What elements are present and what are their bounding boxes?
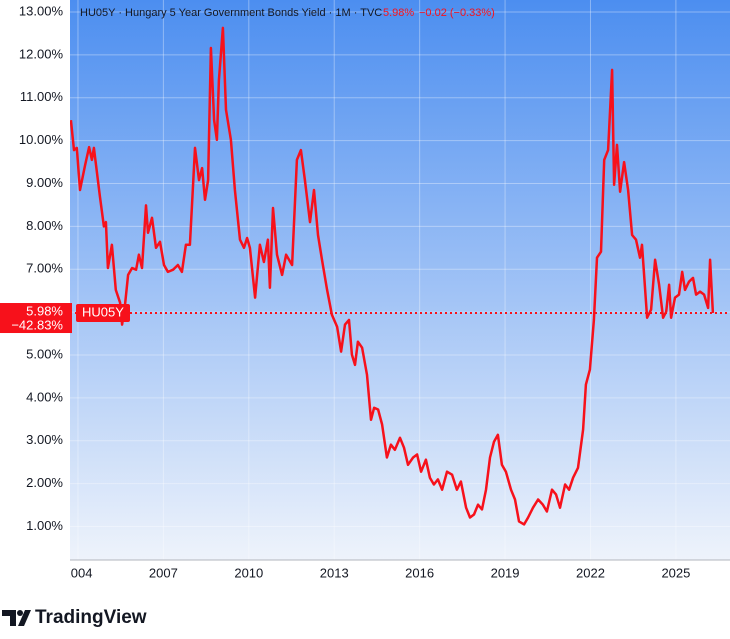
- chart-title: HU05Y · Hungary 5 Year Government Bonds …: [80, 7, 382, 19]
- header-price: 5.98%: [383, 7, 414, 19]
- y-tick-label: 11.00%: [20, 89, 64, 104]
- y-tick-label: 8.00%: [26, 218, 63, 233]
- brand: TradingView: [35, 607, 147, 628]
- x-tick-label: 2010: [234, 565, 263, 580]
- header-change: −0.02 (−0.33%): [419, 7, 495, 19]
- y-tick-label: 2.00%: [26, 475, 63, 490]
- y-tick-label: 5.00%: [26, 346, 63, 361]
- y-tick-label: 13.00%: [19, 3, 64, 18]
- symbol-label: HU05Y: [82, 304, 124, 319]
- x-tick-label: 2025: [661, 565, 690, 580]
- x-tick-label: 2004: [64, 565, 93, 580]
- x-tick-label: 2016: [405, 565, 434, 580]
- price-label-box: [0, 303, 72, 334]
- y-tick-label: 1.00%: [26, 518, 63, 533]
- x-tick-label: 2022: [576, 565, 605, 580]
- data-line: [70, 26, 715, 526]
- plot-background: [70, 0, 730, 560]
- y-tick-label: 4.00%: [26, 389, 63, 404]
- y-tick-label: 9.00%: [26, 175, 63, 190]
- price-label: 5.98%: [26, 303, 63, 318]
- brand-logo: TradingView: [2, 607, 147, 628]
- change-label: −42.83%: [11, 317, 63, 332]
- x-tick-label: 2019: [491, 565, 520, 580]
- y-tick-label: 3.00%: [26, 432, 63, 447]
- x-tick-label: 2013: [320, 565, 349, 580]
- y-tick-label: 10.00%: [19, 132, 64, 147]
- symbol-label-box: [76, 304, 130, 323]
- y-tick-label: 7.00%: [26, 261, 63, 276]
- x-tick-label: 2007: [149, 565, 178, 580]
- y-tick-label: 12.00%: [19, 46, 64, 61]
